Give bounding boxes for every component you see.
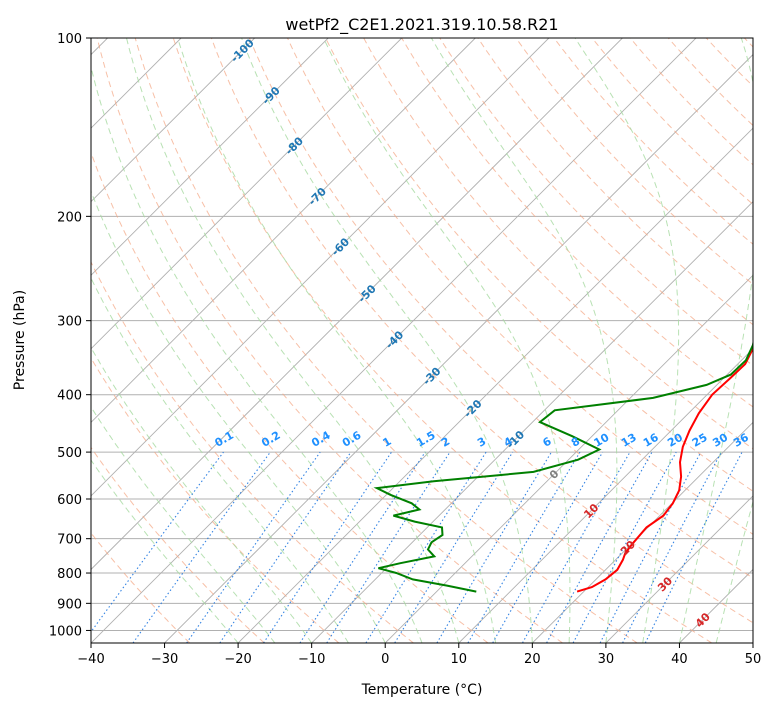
dry-adiabat-line: [91, 446, 265, 643]
dry-adiabat-line: [286, 38, 753, 535]
isotherm-line: [91, 38, 476, 423]
mixing-ratio-line: [132, 451, 271, 643]
x-tick-label: −10: [298, 652, 325, 667]
dry-adiabat-line: [91, 151, 489, 643]
series-layer: [373, 339, 753, 593]
isotherm-line: [91, 38, 255, 203]
y-tick-label: 100: [57, 32, 82, 47]
x-tick-label: 0: [381, 652, 389, 667]
isotherm-line: [237, 127, 753, 643]
y-tick-label: 800: [57, 567, 82, 582]
x-tick-label: 40: [671, 652, 688, 667]
moist-adiabat-line: [715, 499, 753, 643]
y-tick-label: 600: [57, 493, 82, 508]
dry-adiabat-line: [325, 38, 753, 492]
mixing-ratio-line: [546, 451, 653, 643]
moist-adiabat-line: [177, 38, 497, 643]
isotherm-line: [91, 38, 550, 497]
x-tick-label: −30: [151, 652, 178, 667]
moist-adiabat-line: [241, 38, 533, 643]
x-tick-label: 50: [745, 652, 762, 667]
y-tick-label: 700: [57, 533, 82, 548]
y-tick-label: 500: [57, 446, 82, 461]
moist-adiabat-line: [126, 38, 460, 643]
isotherm-line: [91, 38, 329, 276]
mixing-ratio-line: [326, 451, 451, 643]
x-tick-label: −40: [77, 652, 104, 667]
x-tick-label: −20: [224, 652, 251, 667]
dry-adiabat-line: [134, 38, 638, 643]
x-axis: −40 −30 −20 −10 0 10 20 30 40 50: [77, 643, 761, 667]
mixing-ratio-line: [91, 451, 224, 633]
isotherm-line: [458, 348, 753, 643]
y-axis: 100 200 300 400 500 600 700 800 900 1000: [49, 32, 91, 639]
moist-adiabat-line: [323, 38, 571, 643]
dry-adiabat-line: [477, 38, 753, 326]
temperature-profile-line: [576, 344, 753, 593]
moist-adiabat-line: [91, 406, 276, 643]
dewpoint-profile-line: [373, 339, 753, 593]
dry-adiabat-line: [91, 260, 414, 643]
moist-adiabat-line: [678, 38, 753, 643]
dry-adiabat-line: [210, 38, 753, 624]
moist-adiabat-line: [91, 189, 386, 643]
isotherm-line: [384, 274, 753, 643]
x-tick-label: 20: [524, 652, 541, 667]
y-tick-label: 200: [57, 210, 82, 225]
isotherm-line: [91, 38, 623, 571]
dry-adiabat-line: [96, 38, 563, 643]
x-axis-label: Temperature (°C): [361, 682, 483, 698]
mixing-ratio-line: [644, 451, 743, 643]
x-tick-label: 10: [451, 652, 468, 667]
mixing-ratio-line: [299, 451, 426, 643]
y-tick-label: 300: [57, 315, 82, 330]
y-tick-label: 1000: [49, 624, 82, 639]
dry-adiabat-line: [91, 357, 340, 643]
moist-adiabat-line: [91, 346, 313, 643]
dry-adiabat-line: [248, 38, 753, 579]
y-tick-label: 900: [57, 597, 82, 612]
isotherm-line: [164, 53, 753, 643]
dry-adiabat-line: [401, 38, 753, 408]
moist-adiabat-line: [91, 276, 349, 643]
moist-adiabat-line: [430, 38, 618, 643]
y-tick-label: 400: [57, 389, 82, 404]
dry-adiabat-line: [439, 38, 753, 367]
moist-adiabat-line: [91, 459, 239, 643]
moist-adiabat-line: [91, 65, 423, 643]
chart-title: wetPf2_C2E1.2021.319.10.58.R21: [285, 15, 558, 35]
background-lines: [91, 38, 753, 643]
y-axis-label: Pressure (hPa): [12, 290, 28, 390]
mixing-ratio-line: [219, 451, 352, 643]
isotherm-line: [91, 38, 403, 350]
plot-frame: [90, 37, 754, 644]
isotherm-line: [605, 495, 753, 643]
mixing-ratio-line: [186, 451, 321, 643]
moist-adiabat-line: [574, 38, 680, 643]
mixing-ratio-line: [522, 451, 631, 643]
mixing-ratio-line: [263, 451, 392, 643]
mixing-ratio-line: [394, 451, 514, 643]
mixing-ratio-line: [572, 451, 677, 643]
dry-adiabat-line: [363, 38, 753, 450]
x-tick-label: 30: [598, 652, 615, 667]
